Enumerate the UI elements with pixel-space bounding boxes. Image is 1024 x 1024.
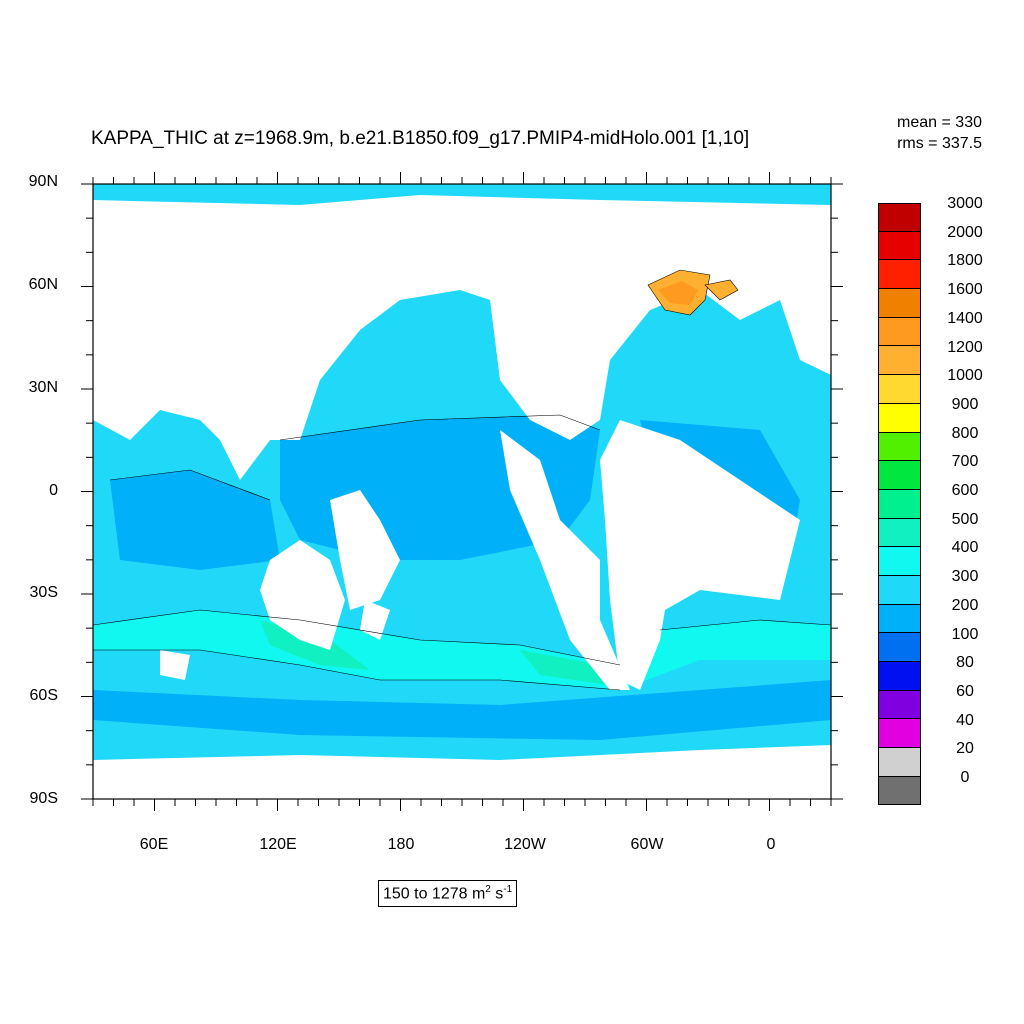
- colorbar-label: 800: [951, 424, 979, 442]
- labrador-hotspot: [647, 269, 739, 316]
- colorbar-box: [878, 518, 921, 548]
- lon-label-120e: 120E: [259, 836, 297, 853]
- colorbar-label: 200: [951, 596, 979, 614]
- colorbar-box: [878, 748, 921, 777]
- lon-label-0: 0: [766, 836, 776, 853]
- contour-lines: [93, 414, 831, 691]
- lat-label-30n: 30N: [28, 379, 58, 396]
- acc-high-atlantic: [520, 650, 610, 685]
- lon-label-60e: 60E: [139, 836, 169, 853]
- colorbar-box: [878, 719, 921, 749]
- lon-label-120w: 120W: [504, 836, 546, 853]
- colorbar-box: [878, 231, 921, 261]
- lon-label-60w: 60W: [630, 836, 664, 853]
- colorbar-box: [878, 604, 921, 634]
- lat-label-90n: 90N: [28, 173, 58, 190]
- colorbar-label: 3000: [947, 195, 983, 212]
- colorbar-box: [878, 260, 921, 290]
- stats-panel: mean = 330 rms = 337.5: [897, 112, 982, 154]
- colorbar-label: 1800: [947, 252, 983, 270]
- colorbar-label: 900: [951, 395, 979, 413]
- colorbar-box: [878, 461, 921, 490]
- colorbar-box: [878, 203, 921, 232]
- colorbar-box: [878, 346, 921, 376]
- lat-label-60s: 60S: [29, 687, 58, 704]
- southern-ocean-band: [93, 680, 831, 740]
- rms-stat: rms = 337.5: [897, 135, 982, 152]
- lat-label-0: 0: [49, 482, 58, 499]
- lon-label-180: 180: [387, 836, 415, 853]
- map-field: [93, 184, 831, 799]
- colorbar-label: 2000: [947, 223, 983, 241]
- colorbar-box: [878, 489, 921, 519]
- land-masses: [93, 195, 831, 799]
- colorbar-box: [878, 403, 921, 433]
- axis-ticks: [81, 172, 843, 811]
- value-range-box: 150 to 1278 m2 s-1: [378, 880, 518, 908]
- colorbar: [878, 203, 924, 806]
- lat-label-30s: 30S: [29, 584, 58, 601]
- colorbar-label: 60: [956, 682, 974, 700]
- colorbar-label: 700: [951, 453, 979, 471]
- colorbar-label: 1200: [947, 338, 983, 356]
- colorbar-box: [878, 690, 921, 720]
- colorbar-label: 1000: [947, 367, 983, 385]
- colorbar-label: 0: [960, 769, 970, 786]
- range-unit-s: s: [490, 885, 504, 903]
- colorbar-label: 1600: [947, 281, 983, 299]
- colorbar-label: 300: [951, 568, 979, 586]
- colorbar-label: 20: [956, 740, 974, 758]
- colorbar-box: [878, 776, 921, 806]
- range-unit-sup1: 2: [485, 884, 491, 895]
- colorbar-label: 500: [951, 510, 979, 528]
- colorbar-label: 600: [951, 482, 979, 499]
- colorbar-box: [878, 317, 921, 347]
- lat-label-90s: 90S: [29, 790, 58, 807]
- colorbar-box: [878, 432, 921, 462]
- colorbar-box: [878, 633, 921, 662]
- colorbar-label: 80: [956, 654, 974, 672]
- colorbar-label: 1400: [947, 309, 983, 327]
- colorbar-label: 40: [956, 711, 974, 729]
- tropical-indian-band: [110, 470, 280, 570]
- colorbar-box: [878, 289, 921, 318]
- colorbar-box: [878, 662, 921, 691]
- colorbar-box: [878, 575, 921, 605]
- lat-label-60n: 60N: [28, 276, 58, 293]
- plot-title: KAPPA_THIC at z=1968.9m, b.e21.B1850.f09…: [91, 128, 750, 149]
- colorbar-box: [878, 375, 921, 404]
- range-unit-sup2: -1: [503, 884, 513, 895]
- range-text: 150 to 1278 m: [383, 885, 486, 903]
- colorbar-label: 100: [951, 625, 979, 643]
- colorbar-box: [878, 547, 921, 576]
- colorbar-label: 400: [951, 539, 979, 557]
- mean-stat: mean = 330: [897, 114, 982, 131]
